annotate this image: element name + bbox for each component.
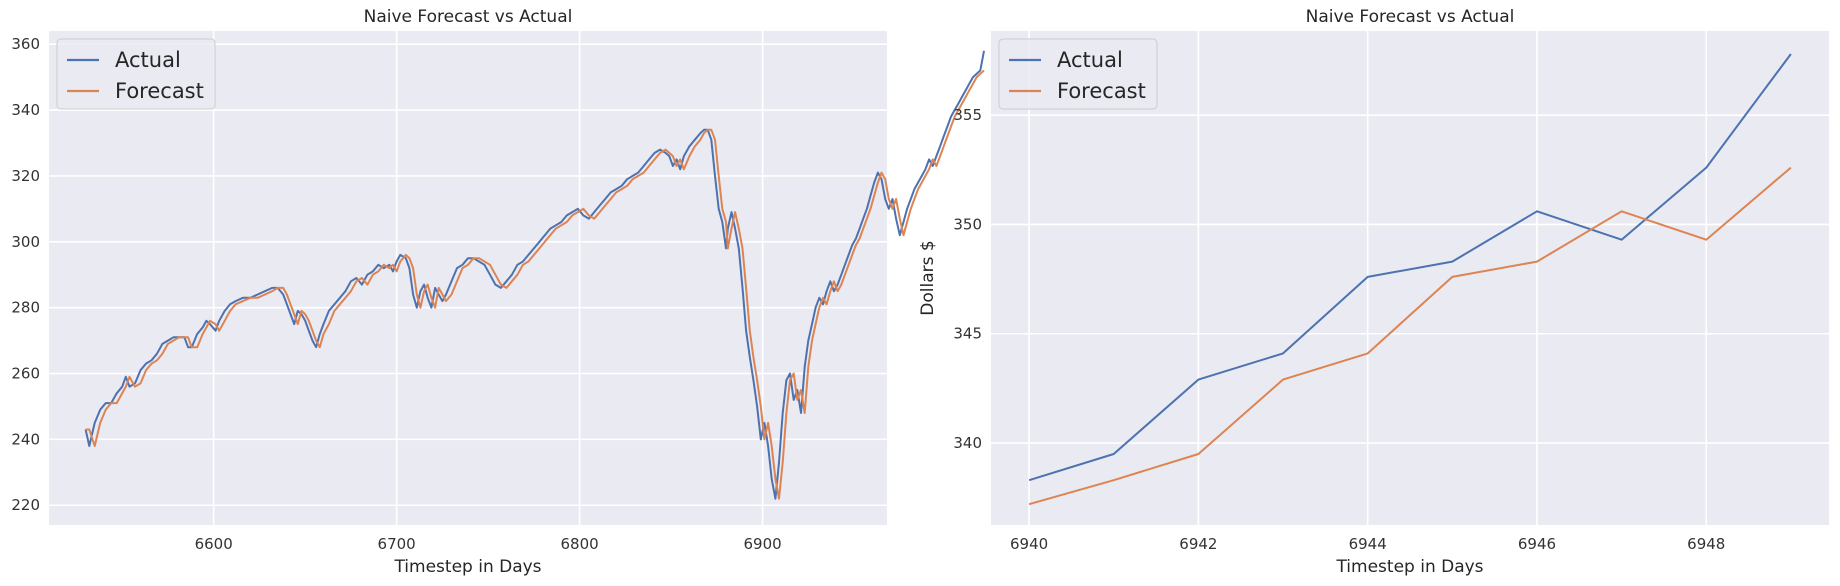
plot-area bbox=[49, 31, 887, 525]
chart-title: Naive Forecast vs Actual bbox=[364, 7, 573, 27]
y-tick-label: 240 bbox=[11, 430, 40, 448]
legend-label-forecast: Forecast bbox=[115, 79, 204, 103]
y-tick-label: 260 bbox=[11, 365, 40, 383]
y-tick-label: 360 bbox=[11, 35, 40, 53]
y-tick-label: 345 bbox=[953, 325, 982, 343]
y-tick-label: 300 bbox=[11, 233, 40, 251]
series-line-actual bbox=[1028, 53, 1792, 482]
x-tick-label: 6944 bbox=[1349, 535, 1387, 553]
legend-label-actual: Actual bbox=[115, 48, 181, 72]
y-axis-label: Dollars $ bbox=[918, 240, 938, 315]
series-line-forecast bbox=[1028, 166, 1792, 506]
x-tick-label: 6948 bbox=[1687, 535, 1725, 553]
chart-title: Naive Forecast vs Actual bbox=[1306, 7, 1515, 27]
y-tick-label: 340 bbox=[953, 434, 982, 452]
x-tick-label: 6900 bbox=[743, 535, 781, 553]
chart-right: 6940 6942 6944 6946 6948 340 345 350 355 Naive Fo… bbox=[918, 7, 1829, 577]
x-tick-label: 6942 bbox=[1179, 535, 1217, 553]
y-tick-label: 220 bbox=[11, 496, 40, 514]
x-tick-label: 6600 bbox=[195, 535, 233, 553]
series-line-actual bbox=[84, 50, 985, 500]
x-tick-label: 6700 bbox=[378, 535, 416, 553]
series-line-forecast bbox=[85, 69, 985, 500]
chart-left: 6600 6700 6800 6900 220 240 260 280 300 320 340 360… bbox=[11, 7, 985, 577]
legend-label-forecast: Forecast bbox=[1057, 79, 1146, 103]
x-axis-label: Timestep in Days bbox=[1335, 557, 1483, 577]
y-tick-label: 355 bbox=[953, 106, 982, 124]
y-tick-label: 280 bbox=[11, 299, 40, 317]
x-axis-label: Timestep in Days bbox=[393, 557, 541, 577]
y-tick-label: 350 bbox=[953, 215, 982, 233]
x-tick-label: 6940 bbox=[1010, 535, 1048, 553]
y-tick-label: 320 bbox=[11, 167, 40, 185]
legend-label-actual: Actual bbox=[1057, 48, 1123, 72]
x-tick-label: 6946 bbox=[1518, 535, 1556, 553]
x-tick-label: 6800 bbox=[561, 535, 599, 553]
y-tick-label: 340 bbox=[11, 101, 40, 119]
